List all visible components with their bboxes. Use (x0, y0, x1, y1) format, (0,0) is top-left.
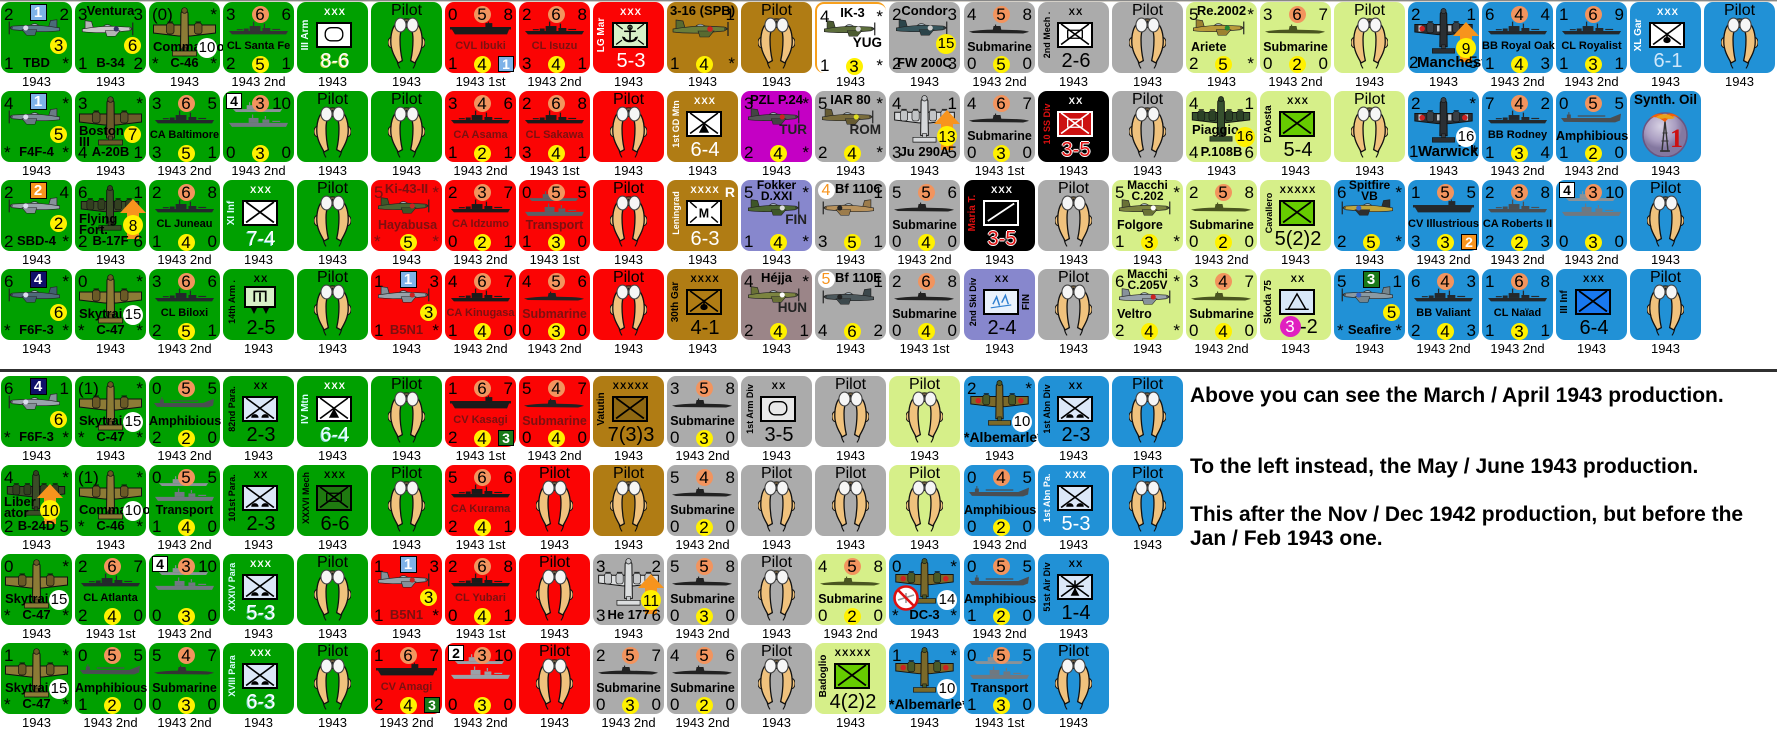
svg-text:9: 9 (1462, 41, 1471, 58)
svg-text:1: 1 (1670, 124, 1683, 153)
svg-text:11: 11 (643, 593, 659, 610)
svg-text:13: 13 (938, 129, 955, 146)
svg-text:M: M (698, 206, 708, 220)
svg-text:8: 8 (129, 218, 138, 235)
svg-text:10: 10 (41, 503, 59, 520)
